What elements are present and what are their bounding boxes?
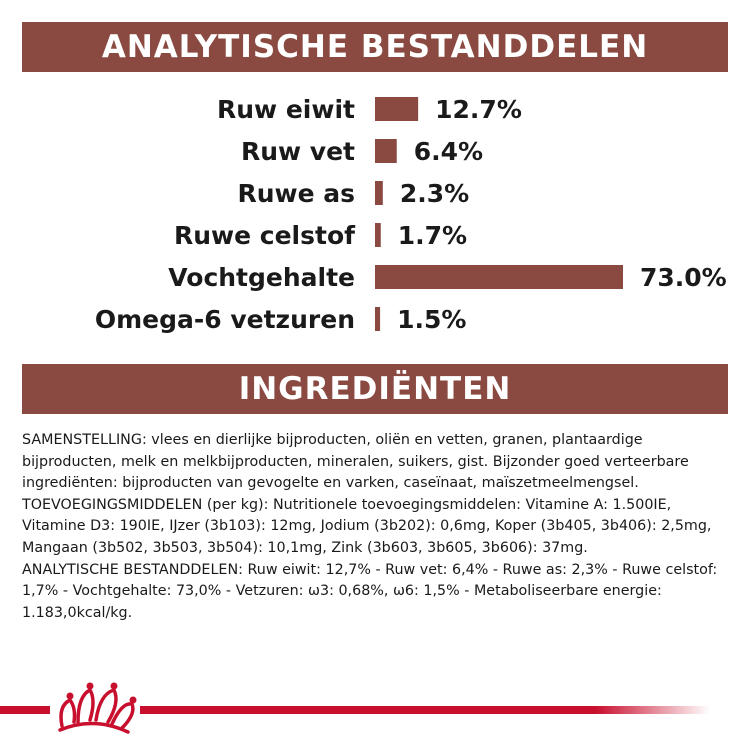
footer-stripe-left [0, 706, 50, 714]
crown-dot [66, 692, 74, 700]
value-label-vochtgehalte: 73.0% [640, 263, 727, 292]
bar-vochtgehalte [375, 265, 623, 289]
value-label-ruw-eiwit: 12.7% [435, 95, 522, 124]
bar-ruw-eiwit [375, 97, 419, 121]
analytic-banner-title: ANALYTISCHE BESTANDDELEN [101, 29, 649, 65]
value-label-ruwe-celstof: 1.7% [398, 221, 467, 250]
bar-ruwe-as [375, 181, 383, 205]
category-label-ruwe-celstof: Ruwe celstof [174, 221, 356, 250]
category-label-vochtgehalte: Vochtgehalte [168, 263, 355, 292]
ingredients-text: SAMENSTELLING: vlees en dierlijke bijpro… [22, 430, 732, 624]
analytic-banner: ANALYTISCHE BESTANDDELEN [22, 22, 728, 72]
crown-dot [110, 682, 118, 690]
analytic-bar-chart: Ruw eiwit 12.7% Ruw vet 6.4% Ruwe as 2.3% Ruwe… [95, 95, 727, 334]
ingredients-banner-title: INGREDIËNTEN [238, 371, 512, 407]
crown-dot [129, 696, 137, 704]
footer-stripe-right [140, 706, 710, 714]
composition-paragraph: SAMENSTELLING: vlees en dierlijke bijpro… [22, 432, 689, 492]
additives-paragraph: TOEVOEGINGSMIDDELEN (per kg): Nutritione… [22, 496, 712, 556]
crown-dot [86, 682, 94, 690]
footer [0, 682, 710, 734]
bar-ruw-vet [375, 139, 397, 163]
category-label-omega-6-vetzuren: Omega-6 vetzuren [95, 305, 355, 334]
bar-omega-6-vetzuren [375, 307, 381, 331]
crown-icon [58, 687, 135, 734]
category-label-ruw-eiwit: Ruw eiwit [217, 95, 355, 124]
category-label-ruw-vet: Ruw vet [241, 137, 355, 166]
bar-ruwe-celstof [375, 223, 381, 247]
value-label-ruwe-as: 2.3% [400, 179, 469, 208]
value-label-omega-6-vetzuren: 1.5% [397, 305, 466, 334]
analytic-paragraph: ANALYTISCHE BESTANDDELEN: Ruw eiwit: 12,… [22, 561, 718, 621]
ingredients-banner: INGREDIËNTEN [22, 364, 728, 414]
category-label-ruwe-as: Ruwe as [237, 179, 355, 208]
value-label-ruw-vet: 6.4% [414, 137, 483, 166]
